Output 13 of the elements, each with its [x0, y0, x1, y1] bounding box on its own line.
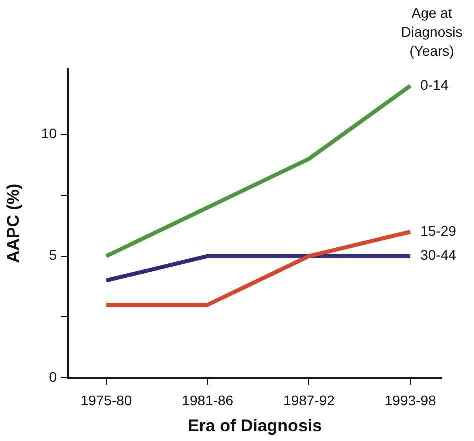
x-axis-title: Era of Diagnosis	[188, 416, 322, 436]
x-tick-label: 1975-80	[80, 392, 132, 408]
series-label: 0-14	[420, 76, 449, 93]
y-tick-label: 0	[49, 368, 58, 385]
series-label: 15-29	[420, 222, 457, 239]
series-label: 30-44	[420, 247, 457, 264]
y-axis-title: AAPC (%)	[4, 184, 23, 264]
x-tick-label: 1993-98	[384, 392, 436, 408]
legend-title: Age at Diagnosis (Years)	[400, 4, 464, 61]
y-tick-label: 5	[49, 247, 58, 264]
x-tick-label: 1981-86	[182, 392, 234, 408]
x-tick-label: 1987-92	[284, 392, 336, 408]
y-tick-label: 10	[41, 126, 58, 142]
